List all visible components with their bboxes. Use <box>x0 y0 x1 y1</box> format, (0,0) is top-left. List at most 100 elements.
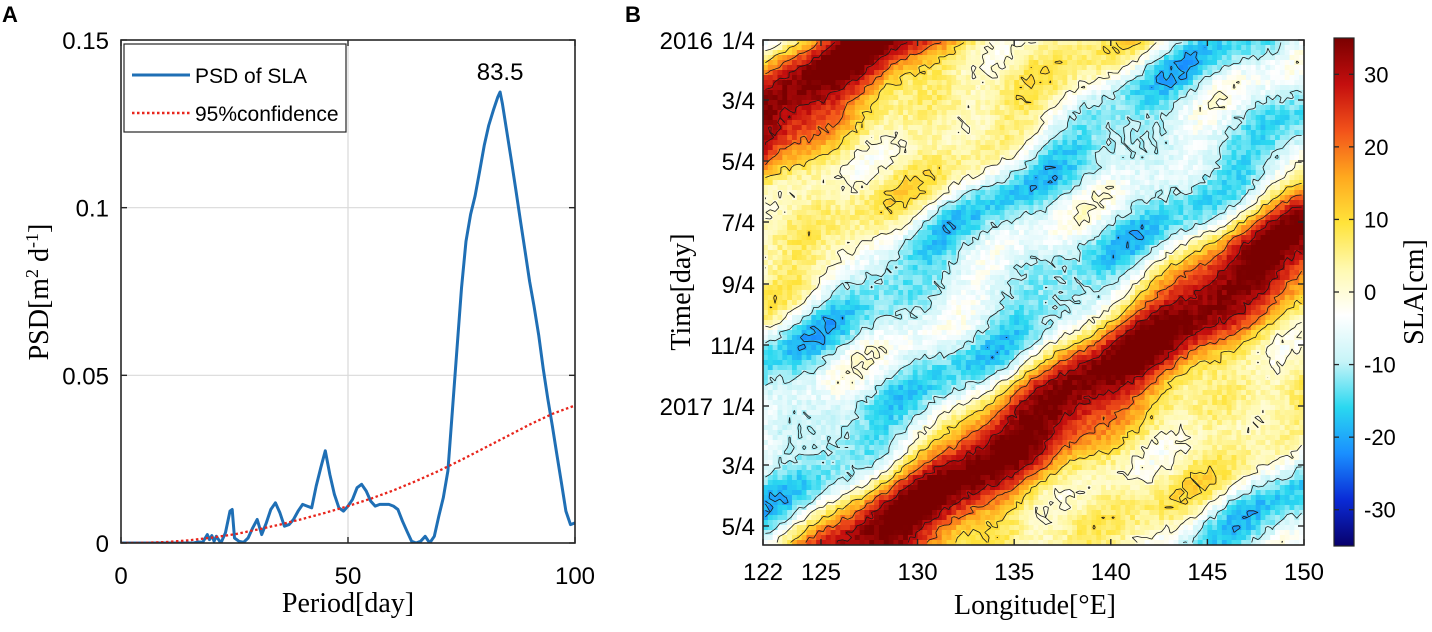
heatmap-cell <box>1255 80 1262 86</box>
heatmap-cell <box>1159 95 1165 101</box>
heatmap-cell <box>1076 240 1083 246</box>
heatmap-cell <box>1072 200 1078 206</box>
heatmap-cell <box>869 165 875 171</box>
heatmap-cell <box>1255 125 1262 131</box>
heatmap-cell <box>801 65 808 71</box>
heatmap-cell <box>878 220 885 226</box>
heatmap-cell <box>1076 85 1083 91</box>
heatmap-cell <box>796 95 803 101</box>
heatmap-cell <box>1168 135 1175 141</box>
heatmap-cell <box>1028 105 1035 111</box>
heatmap-cell <box>1173 195 1180 201</box>
heatmap-cell <box>1023 80 1030 86</box>
heatmap-cell <box>830 70 837 76</box>
heatmap-cell <box>936 240 943 246</box>
heatmap-cell <box>1067 130 1073 136</box>
heatmap-cell <box>898 80 904 86</box>
heatmap-cell <box>1299 165 1304 171</box>
heatmap-cell <box>956 105 962 111</box>
heatmap-cell <box>864 45 870 51</box>
heatmap-cell <box>1086 200 1093 206</box>
heatmap-cell <box>1004 130 1010 136</box>
heatmap-cell <box>874 125 880 131</box>
heatmap-cell <box>782 225 788 231</box>
heatmap-cell <box>1284 190 1291 196</box>
heatmap-cell <box>1125 100 1131 106</box>
heatmap-cell <box>1028 240 1035 246</box>
heatmap-cell <box>1241 135 1247 141</box>
heatmap-cell <box>869 85 875 91</box>
heatmap-cell <box>1188 60 1194 66</box>
heatmap-cell <box>796 145 803 151</box>
heatmap-cell <box>1217 80 1223 86</box>
heatmap-cell <box>1246 75 1252 81</box>
heatmap-cell <box>1139 250 1146 256</box>
heatmap-cell <box>985 200 991 206</box>
panel-a-y-axis-label: PSD[m2 d-1] <box>22 224 55 361</box>
heatmap-cell <box>990 155 996 161</box>
heatmap-cell <box>1202 60 1208 66</box>
heatmap-cell <box>1154 205 1160 211</box>
heatmap-cell <box>1294 215 1300 221</box>
heatmap-cell <box>1217 85 1223 91</box>
heatmap-cell <box>1299 145 1304 151</box>
heatmap-cell <box>840 140 846 146</box>
heatmap-cell <box>1101 235 1107 241</box>
heatmap-cell <box>1004 195 1010 201</box>
heatmap-cell <box>1086 155 1093 161</box>
heatmap-cell <box>1072 75 1078 81</box>
heatmap-cell <box>1033 160 1039 166</box>
heatmap-cell <box>903 190 909 196</box>
heatmap-cell <box>1221 180 1228 186</box>
heatmap-cell <box>1091 210 1097 216</box>
heatmap-cell <box>1019 220 1025 226</box>
heatmap-cell <box>864 155 870 161</box>
heatmap-cell <box>990 125 996 131</box>
heatmap-cell <box>1047 230 1054 236</box>
heatmap-cell <box>1221 115 1228 121</box>
heatmap-cell <box>990 160 996 166</box>
heatmap-cell <box>917 45 923 51</box>
heatmap-cell <box>1091 50 1097 56</box>
heatmap-cell <box>1115 195 1122 201</box>
heatmap-cell <box>1014 50 1020 56</box>
heatmap-cell <box>1043 195 1049 201</box>
heatmap-cell <box>1023 185 1030 191</box>
heatmap-cell <box>956 135 962 141</box>
heatmap-cell <box>1202 45 1208 51</box>
heatmap-cell <box>1192 185 1199 191</box>
heatmap-cell <box>1289 150 1295 156</box>
heatmap-cell <box>1134 165 1141 171</box>
heatmap-cell <box>946 205 952 211</box>
heatmap-cell <box>801 60 808 66</box>
heatmap-cell <box>956 45 962 51</box>
heatmap-cell <box>1125 120 1131 126</box>
heatmap-cell <box>1130 165 1136 171</box>
heatmap-cell <box>1183 195 1189 201</box>
heatmap-cell <box>796 230 803 236</box>
heatmap-cell <box>1294 80 1300 86</box>
heatmap-cell <box>859 135 866 141</box>
heatmap-cell <box>1289 45 1295 51</box>
heatmap-cell <box>990 200 996 206</box>
heatmap-cell <box>1154 170 1160 176</box>
heatmap-cell <box>1096 235 1102 241</box>
heatmap-cell <box>1091 220 1097 226</box>
heatmap-cell <box>936 225 943 231</box>
heatmap-cell <box>767 235 774 241</box>
heatmap-cell <box>1120 140 1126 146</box>
heatmap-cell <box>970 75 977 81</box>
heatmap-cell <box>985 185 991 191</box>
heatmap-cell <box>825 190 832 196</box>
heatmap-cell <box>1270 245 1276 251</box>
heatmap-cell <box>927 220 933 226</box>
heatmap-cell <box>1091 250 1097 256</box>
heatmap-cell <box>787 235 793 241</box>
heatmap-cell <box>965 200 972 206</box>
heatmap-cell <box>994 175 1001 181</box>
heatmap-cell <box>1255 140 1262 146</box>
heatmap-cell <box>1144 140 1151 146</box>
heatmap-cell <box>1212 185 1218 191</box>
heatmap-cell <box>1009 90 1015 96</box>
heatmap-cell <box>1207 110 1213 116</box>
